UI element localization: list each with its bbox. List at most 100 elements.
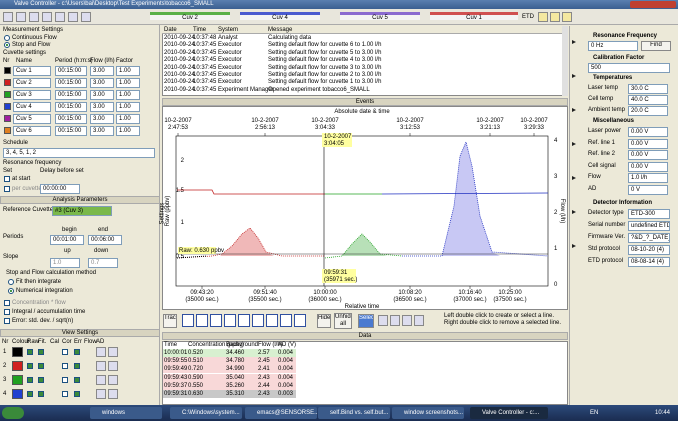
text-field[interactable]: 0 Hz bbox=[588, 41, 638, 51]
text-field[interactable]: 3.00 bbox=[90, 90, 114, 100]
section-bar[interactable]: Events bbox=[162, 98, 568, 106]
colour-swatch bbox=[12, 361, 23, 371]
text-field[interactable]: Cuv 1 bbox=[13, 66, 51, 76]
text-field[interactable]: 1.00 bbox=[116, 66, 140, 76]
section-bar[interactable]: Analysis Parameters bbox=[0, 196, 160, 204]
text-field[interactable]: 1.0 l/h bbox=[628, 173, 668, 183]
text-field[interactable]: 1.00 bbox=[116, 102, 140, 112]
checkbox[interactable] bbox=[27, 349, 33, 355]
checkbox[interactable] bbox=[38, 363, 44, 369]
button[interactable]: Select bbox=[358, 314, 374, 328]
checkbox[interactable] bbox=[27, 377, 33, 383]
text-field[interactable]: Cuv 4 bbox=[13, 102, 51, 112]
checkbox[interactable] bbox=[62, 391, 68, 397]
text-field[interactable]: 0.7 bbox=[88, 258, 118, 268]
text-field[interactable]: 00:15:00 bbox=[55, 114, 87, 124]
text-field[interactable]: 0 V bbox=[628, 184, 668, 195]
text-field[interactable]: Cuv 5 bbox=[13, 114, 51, 124]
text-field[interactable]: 08-08-14 (4) bbox=[628, 257, 670, 267]
radio[interactable] bbox=[4, 42, 10, 48]
text-field[interactable]: 1.0 bbox=[50, 258, 80, 268]
checkbox[interactable] bbox=[4, 176, 10, 182]
button[interactable]: Unhide all bbox=[334, 313, 352, 329]
plot: Absolute date & time10-2-20072:47:5310-2… bbox=[164, 109, 565, 310]
text-field[interactable]: 1.00 bbox=[116, 114, 140, 124]
taskbar-item[interactable]: emacs@SENSORSE... bbox=[245, 407, 317, 419]
text-field[interactable]: 1.00 bbox=[116, 126, 140, 136]
checkbox[interactable] bbox=[62, 349, 68, 355]
radio[interactable] bbox=[8, 279, 14, 285]
button[interactable]: Hide bbox=[317, 314, 331, 328]
section-bar[interactable]: View Settings bbox=[0, 329, 160, 337]
text-field[interactable]: 40.0 C bbox=[628, 95, 668, 105]
taskbar-item[interactable]: Valve Controller - c:... bbox=[470, 407, 548, 419]
radio[interactable] bbox=[4, 35, 10, 41]
cuvette-tab[interactable]: Cuv 1 bbox=[430, 12, 518, 21]
text-field[interactable]: 00:15:00 bbox=[55, 102, 87, 112]
label: Continuous Flow bbox=[12, 35, 57, 41]
text-field[interactable]: 00:01:00 bbox=[50, 235, 84, 245]
text-field[interactable]: undefined ETD bbox=[628, 221, 670, 231]
checkbox[interactable] bbox=[74, 391, 80, 397]
text-field[interactable]: 3.00 bbox=[90, 102, 114, 112]
text-field[interactable]: 00:00:00 bbox=[40, 184, 80, 194]
text-field[interactable]: 00:15:00 bbox=[55, 78, 87, 88]
text-field[interactable]: 00:15:00 bbox=[55, 66, 87, 76]
text-field[interactable]: 0.00 V bbox=[628, 161, 668, 172]
checkbox[interactable] bbox=[74, 377, 80, 383]
cuvette-tab[interactable]: Cuv 4 bbox=[240, 12, 320, 21]
checkbox[interactable] bbox=[4, 318, 10, 324]
checkbox[interactable] bbox=[38, 349, 44, 355]
text-field[interactable]: 3.00 bbox=[90, 66, 114, 76]
taskbar-item[interactable]: window screenshots... bbox=[392, 407, 464, 419]
text-field[interactable]: Cuv 3 bbox=[13, 90, 51, 100]
checkbox[interactable] bbox=[74, 349, 80, 355]
cuvette-tab[interactable]: Cuv 5 bbox=[340, 12, 420, 21]
text-field[interactable]: ETD-300 bbox=[628, 209, 670, 219]
text-field[interactable]: Cuv 6 bbox=[13, 126, 51, 136]
cuvette-tab[interactable]: Cuv 2 bbox=[150, 12, 230, 21]
taskbar-item[interactable]: windows bbox=[90, 407, 162, 419]
radio[interactable] bbox=[8, 288, 14, 294]
checkbox[interactable] bbox=[27, 391, 33, 397]
text-field[interactable]: 00:15:00 bbox=[55, 90, 87, 100]
checkbox[interactable] bbox=[4, 186, 10, 192]
checkbox[interactable] bbox=[62, 363, 68, 369]
colour-swatch bbox=[4, 115, 11, 122]
text-field[interactable]: 0.00 V bbox=[628, 150, 668, 160]
taskbar-item[interactable]: self.Bind vs. self.but... bbox=[318, 407, 390, 419]
text-field[interactable]: ?&D_?_DATE__ bbox=[628, 233, 670, 243]
button[interactable]: Track bbox=[163, 314, 177, 328]
y2-axis-label: Flow (l/h) bbox=[559, 199, 565, 224]
taskbar-item[interactable]: C:\Windows\system... bbox=[170, 407, 242, 419]
checkbox[interactable] bbox=[4, 309, 10, 315]
checkbox[interactable] bbox=[38, 391, 44, 397]
column-header: Name bbox=[16, 58, 33, 64]
text-field[interactable]: 1.00 bbox=[116, 78, 140, 88]
text-field[interactable]: 20.0 C bbox=[628, 106, 668, 116]
section-bar[interactable]: Data bbox=[162, 332, 568, 340]
text-field[interactable]: 0.00 V bbox=[628, 138, 668, 149]
checkbox[interactable] bbox=[38, 377, 44, 383]
text-field[interactable]: 3, 4, 5, 1, 2 bbox=[3, 148, 155, 158]
text-field[interactable]: 500 bbox=[588, 63, 670, 73]
text-field[interactable]: #3 (Cuv 3) bbox=[52, 206, 112, 216]
text-field[interactable]: 3.00 bbox=[90, 126, 114, 136]
text-field[interactable]: 3.00 bbox=[90, 114, 114, 124]
checkbox[interactable] bbox=[62, 377, 68, 383]
log-header bbox=[162, 26, 568, 34]
text-field[interactable]: 3.00 bbox=[90, 78, 114, 88]
button[interactable]: Find bbox=[641, 41, 671, 51]
text-field[interactable]: 08-10-20 (4) bbox=[628, 245, 670, 255]
start-button[interactable] bbox=[2, 407, 24, 419]
text-field[interactable]: 30.0 C bbox=[628, 84, 668, 94]
checkbox[interactable] bbox=[74, 363, 80, 369]
text-field[interactable]: Cuv 2 bbox=[13, 78, 51, 88]
text-field[interactable]: 0.00 V bbox=[628, 127, 668, 137]
text-field[interactable]: 00:06:00 bbox=[88, 235, 122, 245]
text-field[interactable]: 1.00 bbox=[116, 90, 140, 100]
checkbox[interactable] bbox=[27, 363, 33, 369]
text-field[interactable]: 00:15:00 bbox=[55, 126, 87, 136]
checkbox[interactable] bbox=[4, 300, 10, 306]
y-tick-label: 1 bbox=[181, 220, 185, 226]
